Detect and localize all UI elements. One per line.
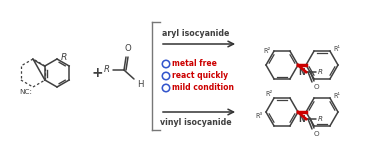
- Text: R¹: R¹: [333, 93, 340, 99]
- Text: R¹: R¹: [333, 46, 340, 52]
- Text: O: O: [314, 84, 320, 90]
- Text: vinyl isocyanide: vinyl isocyanide: [160, 118, 232, 127]
- Circle shape: [162, 60, 170, 68]
- Text: R²: R²: [264, 48, 271, 54]
- Text: N: N: [299, 68, 305, 77]
- Text: R: R: [61, 54, 67, 62]
- Circle shape: [164, 62, 168, 66]
- Text: metal free: metal free: [172, 59, 217, 69]
- Circle shape: [164, 74, 168, 78]
- Text: R³: R³: [256, 113, 263, 119]
- Circle shape: [162, 84, 170, 92]
- Text: R: R: [318, 116, 323, 122]
- Text: NC:: NC:: [19, 89, 32, 95]
- Text: R: R: [104, 66, 110, 74]
- Text: H: H: [137, 80, 144, 89]
- Text: aryl isocyanide: aryl isocyanide: [162, 29, 230, 38]
- Text: N: N: [299, 115, 305, 124]
- Text: react quickly: react quickly: [172, 71, 228, 81]
- Text: +: +: [91, 66, 103, 80]
- Circle shape: [164, 86, 168, 90]
- Text: mild condition: mild condition: [172, 83, 234, 93]
- Text: O: O: [125, 44, 132, 53]
- Text: R²: R²: [265, 91, 272, 97]
- Text: R: R: [318, 69, 323, 75]
- Circle shape: [162, 72, 170, 80]
- Text: O: O: [314, 131, 320, 137]
